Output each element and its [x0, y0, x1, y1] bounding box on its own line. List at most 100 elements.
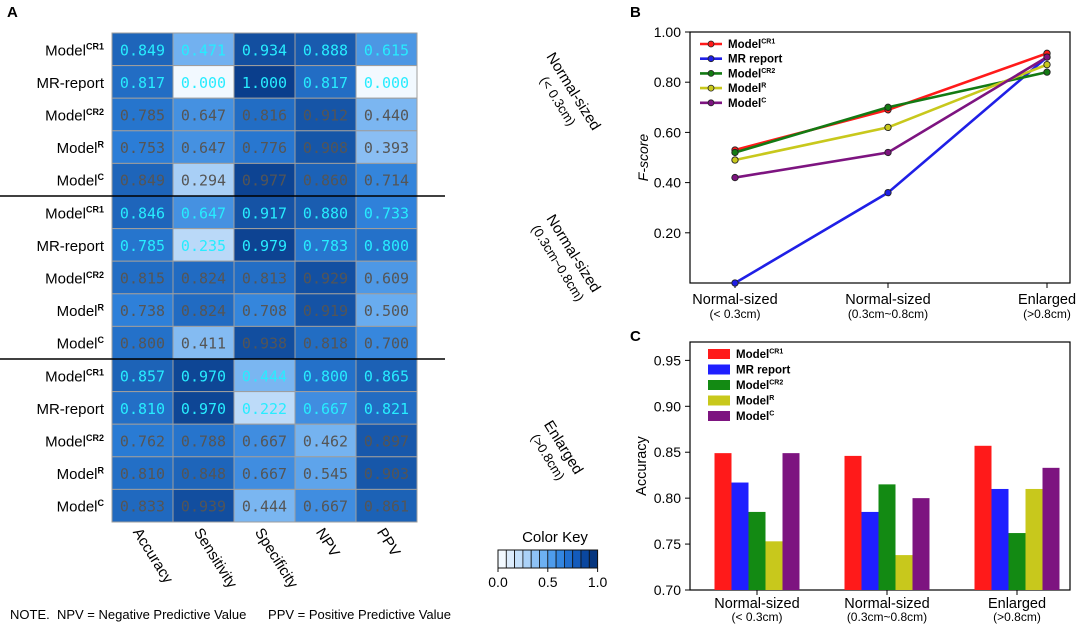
bar — [714, 453, 732, 590]
heatmap-cell — [294, 391, 357, 425]
data-point — [731, 279, 739, 287]
heatmap-cell — [172, 293, 235, 327]
bar — [1042, 467, 1060, 590]
heatmap-cell-value: 0.294 — [181, 172, 226, 190]
heatmap-cell-value: 0.903 — [364, 465, 409, 483]
bar — [1025, 488, 1043, 590]
heatmap-cell-value: 0.500 — [364, 302, 409, 320]
heatmap-cell-value: 0.897 — [364, 433, 409, 451]
heatmap-cell — [172, 488, 235, 523]
panel-c-letter: C — [630, 328, 641, 345]
heatmap-cell-value: 0.824 — [181, 302, 226, 320]
heatmap-cell-value: 0.788 — [181, 433, 226, 451]
row-label: ModelCR2 — [45, 270, 104, 288]
legend-label: ModelCR1 — [728, 39, 775, 51]
heatmap-cell-value: 0.647 — [181, 107, 226, 125]
heatmap-cell-value: 0.917 — [242, 204, 287, 222]
y-tick-label: 0.40 — [654, 175, 681, 191]
heatmap-cell — [355, 195, 418, 230]
heatmap-cell-value: 0.977 — [242, 172, 287, 190]
heatmap-cell-value: 0.824 — [181, 270, 226, 288]
group-label: Normal-sized(< 0.3cm) — [537, 50, 604, 134]
heatmap-cell — [172, 228, 235, 262]
legend-label: ModelCR2 — [736, 380, 783, 392]
heatmap-cell-value: 0.861 — [364, 498, 409, 516]
heatmap-cell-value: 0.444 — [242, 367, 287, 385]
color-key-swatch — [539, 549, 549, 569]
panel-a-letter: A — [7, 4, 18, 21]
x-tick-sublabel: (>0.8cm) — [1023, 307, 1071, 321]
x-tick-label: Enlarged — [1018, 292, 1076, 308]
legend-label: ModelCR2 — [728, 68, 775, 80]
heatmap-cell-value: 0.753 — [120, 139, 165, 157]
heatmap-cell-value: 0.800 — [120, 335, 165, 353]
y-axis-label: Accuracy — [634, 435, 650, 495]
bar — [974, 445, 992, 590]
heatmap-cell-value: 0.000 — [181, 74, 226, 92]
heatmap-cell-value: 0.800 — [364, 237, 409, 255]
heatmap-cell — [172, 195, 235, 230]
heatmap-cell-value: 0.667 — [242, 433, 287, 451]
row-label: MR-report — [36, 401, 104, 418]
heatmap-cell — [233, 130, 296, 164]
row-label: ModelC — [57, 498, 105, 516]
heatmap-cell-value: 0.700 — [364, 335, 409, 353]
legend-label: MR report — [736, 365, 790, 377]
heatmap-cell-value: 0.733 — [364, 204, 409, 222]
heatmap-cell — [294, 195, 357, 230]
heatmap-cell — [172, 260, 235, 295]
row-label: ModelCR1 — [45, 42, 104, 60]
heatmap-cell-value: 0.440 — [364, 107, 409, 125]
heatmap-cell-value: 0.848 — [181, 465, 226, 483]
y-tick-label: 0.20 — [654, 225, 681, 241]
heatmap-cell-value: 0.821 — [364, 400, 409, 418]
heatmap-cell — [111, 325, 174, 360]
color-key-swatch — [514, 549, 524, 569]
row-label: ModelR — [57, 302, 105, 320]
row-label: MR-report — [36, 75, 104, 92]
plot-frame — [689, 31, 1071, 284]
heatmap-cell-value: 0.462 — [303, 433, 348, 451]
data-point — [731, 156, 739, 164]
heatmap-cell-value: 0.860 — [303, 172, 348, 190]
heatmap-cell-value: 0.970 — [181, 367, 226, 385]
heatmap-cell — [111, 65, 174, 99]
heatmap-cell-value: 0.667 — [242, 465, 287, 483]
heatmap-cell — [294, 130, 357, 164]
heatmap-cell-value: 0.813 — [242, 270, 287, 288]
heatmap-cell — [111, 391, 174, 425]
legend-swatch — [708, 380, 730, 390]
bar — [748, 511, 766, 590]
heatmap-cell-value: 0.609 — [364, 270, 409, 288]
x-tick-label: Enlarged — [988, 596, 1046, 612]
legend-swatch — [708, 349, 730, 359]
legend-label: MR report — [728, 54, 782, 66]
y-tick-label: 1.00 — [654, 24, 681, 40]
heatmap-cell-value: 0.817 — [303, 74, 348, 92]
row-label: ModelCR2 — [45, 433, 104, 451]
heatmap-cell-value: 0.647 — [181, 139, 226, 157]
color-key-tick-label: 1.0 — [588, 574, 608, 590]
heatmap-cell-value: 0.849 — [120, 172, 165, 190]
heatmap-cell-value: 0.833 — [120, 498, 165, 516]
heatmap-cell-value: 0.865 — [364, 367, 409, 385]
x-tick-label: Normal-sized — [714, 596, 799, 612]
heatmap-cell-value: 0.545 — [303, 465, 348, 483]
heatmap-cell-value: 0.929 — [303, 270, 348, 288]
heatmap-cell-value: 0.810 — [120, 400, 165, 418]
heatmap-cell-value: 0.235 — [181, 237, 226, 255]
color-key-swatch — [530, 549, 540, 569]
heatmap-cell — [233, 32, 296, 67]
heatmap-cell — [355, 130, 418, 164]
heatmap-cell — [355, 358, 418, 393]
data-point — [884, 188, 892, 197]
heatmap-cell — [233, 97, 296, 132]
heatmap-cell-value: 0.762 — [120, 433, 165, 451]
heatmap-cell-value: 0.934 — [242, 41, 287, 59]
heatmap-cell-value: 0.222 — [242, 400, 287, 418]
column-label: PPV — [373, 525, 403, 559]
legend-swatch — [708, 364, 730, 375]
heatmap-cell-value: 0.800 — [303, 367, 348, 385]
row-label: ModelCR1 — [45, 368, 104, 386]
